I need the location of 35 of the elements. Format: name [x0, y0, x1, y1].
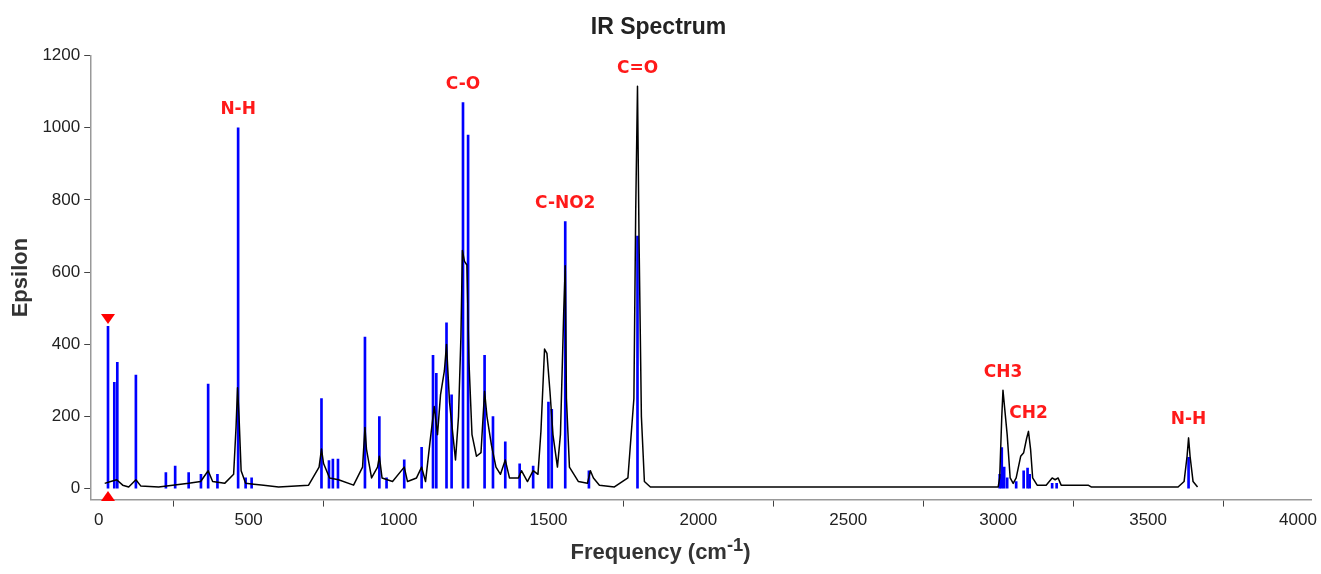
y-tick-label: 800 [51, 189, 81, 209]
y-axis-title: Epsilon [7, 237, 33, 318]
annotation: C-O [445, 72, 481, 93]
annotation: CH3 [983, 360, 1023, 381]
x-tick-label: 2000 [679, 510, 718, 530]
annotation: CH2 [1009, 401, 1048, 422]
y-tick-label: 600 [51, 261, 81, 281]
y-tick-label: 200 [51, 406, 81, 426]
y-tick-label: 400 [51, 334, 81, 354]
x-tick-label: 3000 [979, 510, 1018, 530]
x-tick-label: 0 [93, 510, 104, 530]
x-tick-label: 2500 [829, 510, 868, 530]
bar [1187, 457, 1190, 489]
bar [1014, 481, 1018, 489]
bar [636, 235, 639, 489]
x-tick-label: 500 [234, 510, 263, 530]
bar [187, 472, 190, 489]
annotation: N-H [220, 98, 256, 119]
annotation: N-H [1170, 408, 1207, 429]
y-tick-label: 1200 [42, 45, 81, 65]
chart-title: IR Spectrum [590, 13, 727, 40]
x-tick-label: 1000 [379, 510, 418, 530]
bar [547, 401, 550, 489]
x-tick-label: 4000 [1279, 510, 1317, 530]
y-tick-label: 0 [70, 478, 81, 498]
bar [115, 362, 119, 489]
x-axis-title: Frequency (cm$^{-1}$) [569, 534, 752, 566]
y-tick-label: 1000 [42, 117, 81, 137]
x-tick-label: 3500 [1129, 510, 1168, 530]
bar [1055, 483, 1058, 489]
x-tick-label: 1500 [529, 510, 568, 530]
annotation: C=O [616, 56, 659, 77]
annotation: C-NO2 [535, 192, 596, 213]
bar [1022, 470, 1025, 489]
bar [216, 474, 219, 489]
